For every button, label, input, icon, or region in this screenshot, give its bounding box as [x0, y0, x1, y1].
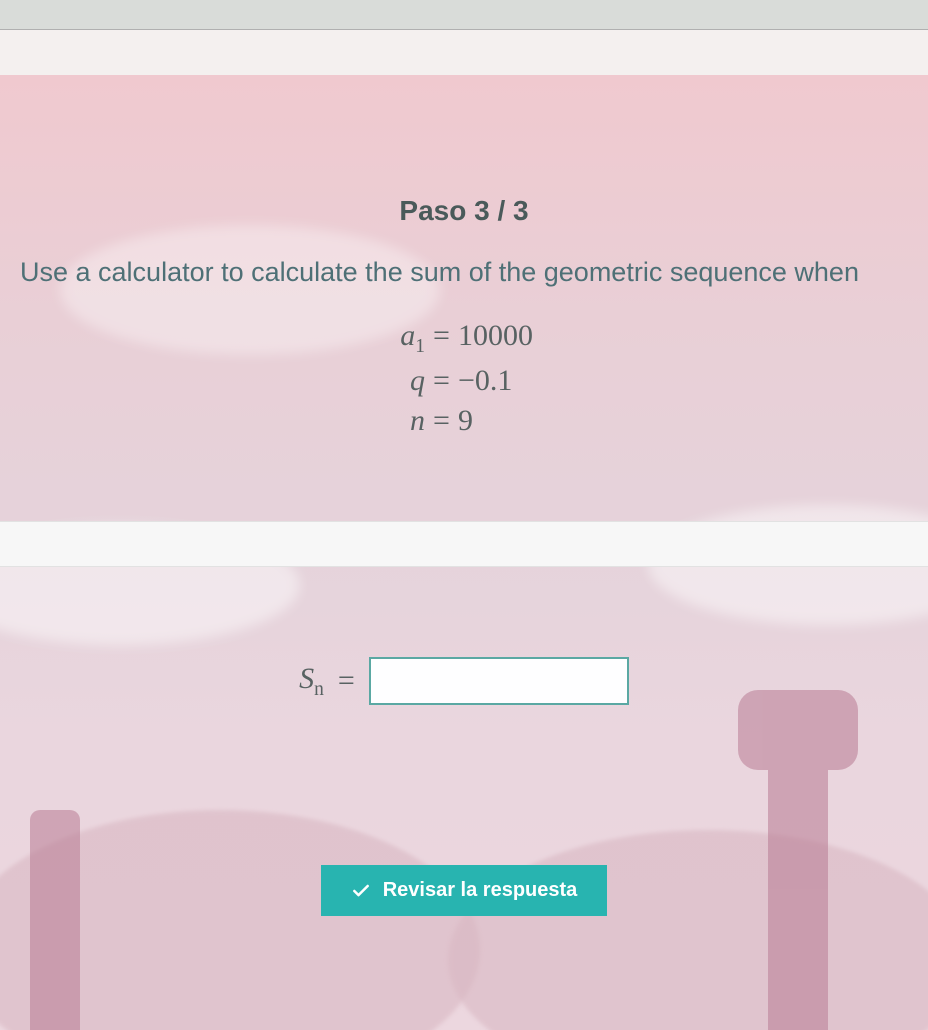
bg-shape — [30, 810, 80, 1030]
equals-sign: = — [433, 404, 450, 438]
question-text: Use a calculator to calculate the sum of… — [0, 227, 928, 290]
answer-subscript: n — [314, 679, 324, 700]
symbol-q: q — [380, 364, 425, 398]
check-icon — [351, 881, 371, 901]
step-label: Paso 3 / 3 — [0, 75, 928, 227]
symbol-a: a — [400, 319, 415, 352]
page-outer-margin — [0, 30, 928, 75]
given-q: q = −0.1 — [380, 364, 548, 398]
equals-sign: = — [433, 364, 450, 398]
bg-hill — [448, 830, 928, 1030]
answer-input[interactable] — [369, 657, 629, 705]
section-divider — [0, 521, 928, 567]
value-q: −0.1 — [458, 364, 548, 398]
given-values: a1 = 10000 q = −0.1 n = 9 — [0, 316, 928, 441]
equals-sign: = — [433, 319, 450, 353]
symbol-n: n — [380, 404, 425, 438]
given-n: n = 9 — [380, 404, 548, 438]
value-a1: 10000 — [458, 319, 548, 353]
answer-row: Sn = — [0, 657, 928, 705]
check-answer-button[interactable]: Revisar la respuesta — [321, 865, 608, 916]
answer-symbol: S — [299, 662, 314, 695]
browser-top-bar — [0, 0, 928, 30]
equals-sign: = — [338, 664, 355, 698]
exercise-page: Paso 3 / 3 Use a calculator to calculate… — [0, 75, 928, 1030]
value-n: 9 — [458, 404, 548, 438]
subscript-1: 1 — [415, 336, 425, 357]
check-answer-label: Revisar la respuesta — [383, 879, 578, 902]
given-a1: a1 = 10000 — [380, 319, 548, 358]
